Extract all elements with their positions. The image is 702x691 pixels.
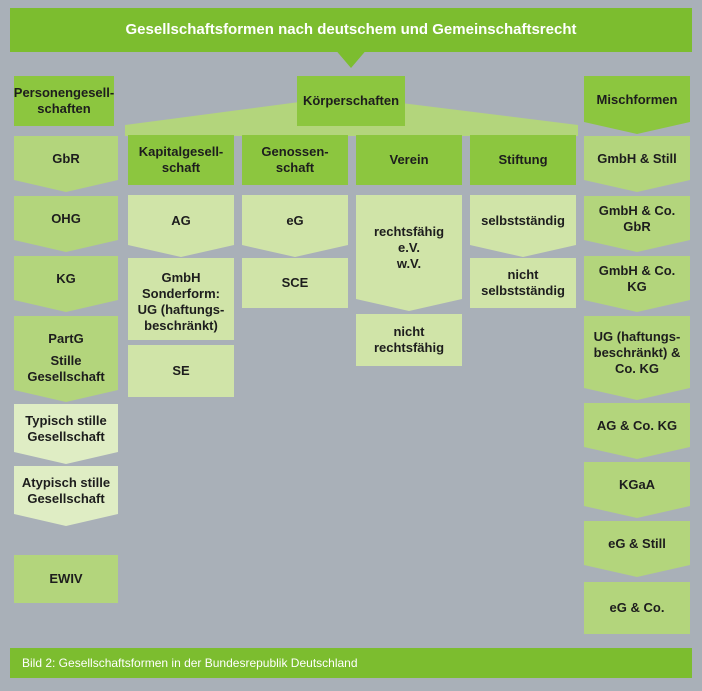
kapital-item-se: SE bbox=[128, 345, 234, 397]
group-kapitalgesellschaft: Kapitalgesell- schaft bbox=[128, 135, 234, 185]
category-personengesellschaften: Personengesell- schaften bbox=[14, 76, 114, 126]
misch-item-gmbh-co-kg: GmbH & Co. KG bbox=[584, 256, 690, 312]
personen-item-ewiv: EWIV bbox=[14, 555, 118, 603]
personen-item-atypisch-stille: Atypisch stille Gesellschaft bbox=[14, 466, 118, 526]
misch-item-ug-co-kg: UG (haftungs- beschränkt) & Co. KG bbox=[584, 316, 690, 400]
stiftung-item-selbststaendig: selbstständig bbox=[470, 195, 576, 257]
genossen-item-eg: eG bbox=[242, 195, 348, 257]
personen-item-typisch-stille: Typisch stille Gesellschaft bbox=[14, 404, 118, 464]
misch-item-eg-co: eG & Co. bbox=[584, 582, 690, 634]
misch-item-kgaa: KGaA bbox=[584, 462, 690, 518]
personen-item-ohg: OHG bbox=[14, 196, 118, 252]
group-genossenschaft: Genossen- schaft bbox=[242, 135, 348, 185]
personen-item-kg: KG bbox=[14, 256, 118, 312]
verein-item-rechtsfaehig: rechtsfähig e.V. w.V. bbox=[356, 195, 462, 311]
category-mischformen: Mischformen bbox=[584, 76, 690, 134]
diagram-title: Gesellschaftsformen nach deutschem und G… bbox=[10, 8, 692, 68]
genossen-item-sce: SCE bbox=[242, 258, 348, 308]
stiftung-item-nicht-selbststaendig: nicht selbstständig bbox=[470, 258, 576, 308]
personen-item-stille-gesellschaft: Stille Gesellschaft bbox=[14, 346, 118, 402]
kapital-item-ag: AG bbox=[128, 195, 234, 257]
personen-item-gbr: GbR bbox=[14, 136, 118, 192]
misch-item-gmbh-co-gbr: GmbH & Co. GbR bbox=[584, 196, 690, 252]
verein-item-nicht-rechtsfaehig: nicht rechtsfähig bbox=[356, 314, 462, 366]
group-stiftung: Stiftung bbox=[470, 135, 576, 185]
misch-item-eg-still: eG & Still bbox=[584, 521, 690, 577]
misch-item-gmbh-still: GmbH & Still bbox=[584, 136, 690, 192]
kapital-item-gmbh-ug: GmbH Sonderform: UG (haftungs- beschränk… bbox=[128, 258, 234, 340]
group-verein: Verein bbox=[356, 135, 462, 185]
misch-item-ag-co-kg: AG & Co. KG bbox=[584, 403, 690, 459]
category-koerperschaften: Körperschaften bbox=[297, 76, 405, 126]
figure-caption: Bild 2: Gesellschaftsformen in der Bunde… bbox=[10, 648, 692, 678]
